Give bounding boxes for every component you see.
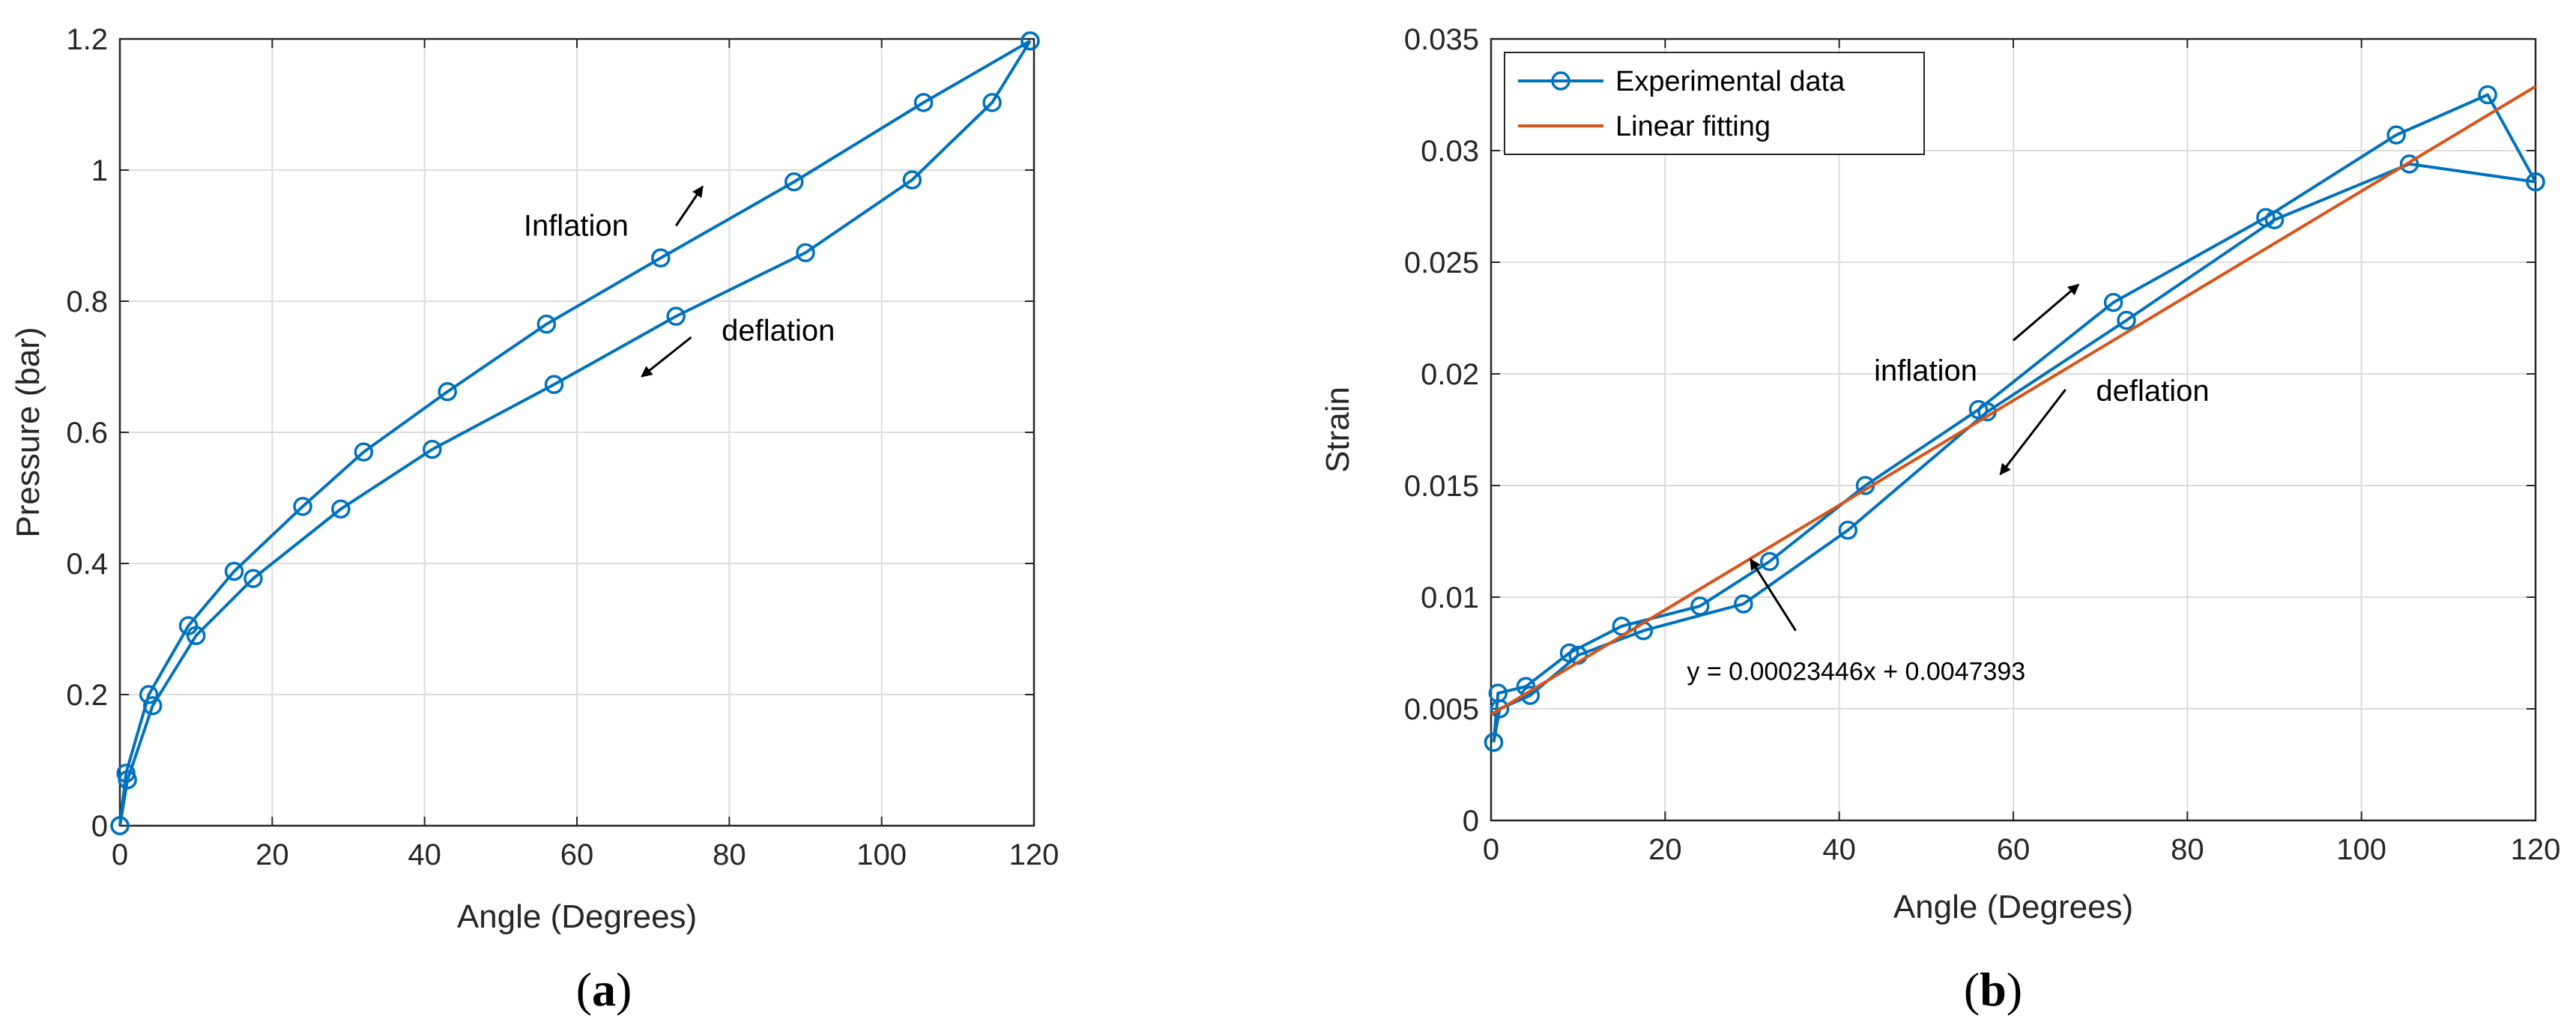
x-tick-label: 80 [2171,833,2204,866]
data-point [544,375,564,394]
x-tick-label: 60 [560,838,594,871]
data-point [784,172,804,192]
data-point [438,382,457,402]
x-tick-label: 100 [2336,833,2386,866]
annotation-label: deflation [722,315,835,348]
y-tick-label: 0 [91,810,108,843]
data-point [224,561,244,581]
x-axis-label: Angle (Degrees) [1893,889,2133,925]
x-tick-label: 20 [1648,833,1682,866]
data-point [2103,292,2123,312]
x-tick-label: 0 [112,838,128,871]
y-tick-label: 0.005 [1404,693,1479,726]
annotation-label: Inflation [524,210,629,243]
data-point [2264,210,2285,230]
annotation-arrow [1749,558,1797,632]
data-point [423,440,442,459]
y-tick-label: 0.025 [1404,247,1479,279]
y-tick-label: 0.01 [1421,581,1479,614]
x-tick-label: 100 [856,838,907,871]
data-point [1484,732,1504,752]
annotation-label: deflation [2096,375,2209,408]
y-axis-label: Pressure (bar) [10,327,46,537]
data-point [536,314,557,334]
data-point [2117,310,2136,330]
x-tick-label: 0 [1483,833,1499,866]
y-tick-label: 0.2 [66,679,108,712]
data-point [651,248,671,267]
x-tick-label: 20 [256,838,289,871]
annotation-arrow [2013,283,2080,342]
data-point [2478,85,2497,105]
data-point [902,170,922,190]
data-point [1759,551,1780,572]
caption-a: (a) [576,963,632,1016]
series-line [118,39,1031,826]
legend-marker [1551,71,1570,91]
data-point [354,442,374,462]
series-line [118,40,1032,826]
data-point [331,499,351,519]
fit-line [1490,85,2537,716]
y-axis-label: Strain [1319,387,1356,473]
legend-box [1504,52,1925,155]
x-tick-label: 60 [1997,833,2031,866]
data-point [666,306,686,326]
caption-b: (b) [1964,963,2022,1016]
data-point [293,497,312,516]
captions: (a) (b) [576,963,2022,1016]
strain-angle-chart: 0 20 40 60 80 100 120 0 0.005 0.01 0.015 0.02 0.025 0… [1319,23,2560,925]
data-point [1734,594,1753,614]
x-tick-label: 80 [713,838,746,871]
y-tick-label: 0.03 [1421,135,1479,168]
y-tick-label: 0.035 [1404,23,1479,56]
data-point [186,626,206,645]
annotation-arrow [674,185,704,227]
y-tick-label: 1.2 [66,23,108,56]
annotation-label: inflation [1874,354,1977,387]
y-tick-label: 0.4 [66,548,108,581]
y-tick-label: 0.015 [1404,470,1479,503]
y-tick-label: 0.8 [66,285,108,318]
data-point [1490,699,1510,719]
pressure-angle-chart: 0 20 40 60 80 100 120 0 0.2 0.4 0.6 0.8 1 1.2 Angle (D… [10,23,1059,935]
data-point [244,569,263,588]
data-point [110,816,130,835]
x-tick-label: 40 [408,838,441,871]
annotation-arrow [1999,388,2066,476]
data-point [2399,154,2419,174]
data-point [1838,520,1858,540]
data-point [913,93,934,112]
data-point [1021,31,1040,51]
y-tick-label: 1 [91,154,108,187]
data-point [118,770,137,790]
y-tick-label: 0.02 [1421,358,1479,391]
x-tick-label: 40 [1822,833,1856,866]
x-tick-label: 120 [2511,833,2561,866]
series-line [1492,93,2537,743]
data-point [139,685,159,704]
data-point [982,93,1002,112]
legend-entry: Experimental data [1615,66,1845,97]
data-point [2526,172,2545,192]
y-tick-label: 0.6 [66,417,108,450]
data-point [2386,125,2406,145]
annotation-arrow [641,336,692,378]
y-tick-label: 0 [1463,805,1479,838]
data-point [142,696,163,716]
data-point [796,243,815,262]
x-tick-label: 120 [1009,838,1059,871]
legend-entry: Linear fitting [1615,111,1771,142]
x-axis-label: Angle (Degrees) [457,898,697,935]
annotation-label: y = 0.00023446x + 0.0047393 [1687,657,2025,686]
series-line [1492,162,2536,743]
